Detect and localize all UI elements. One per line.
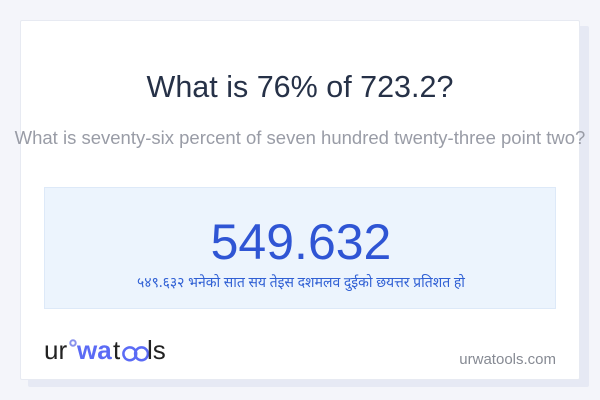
svg-text:t: t — [113, 336, 121, 365]
svg-text:wa: wa — [76, 336, 112, 365]
svg-text:ur: ur — [44, 336, 67, 365]
svg-text:ls: ls — [147, 336, 166, 365]
